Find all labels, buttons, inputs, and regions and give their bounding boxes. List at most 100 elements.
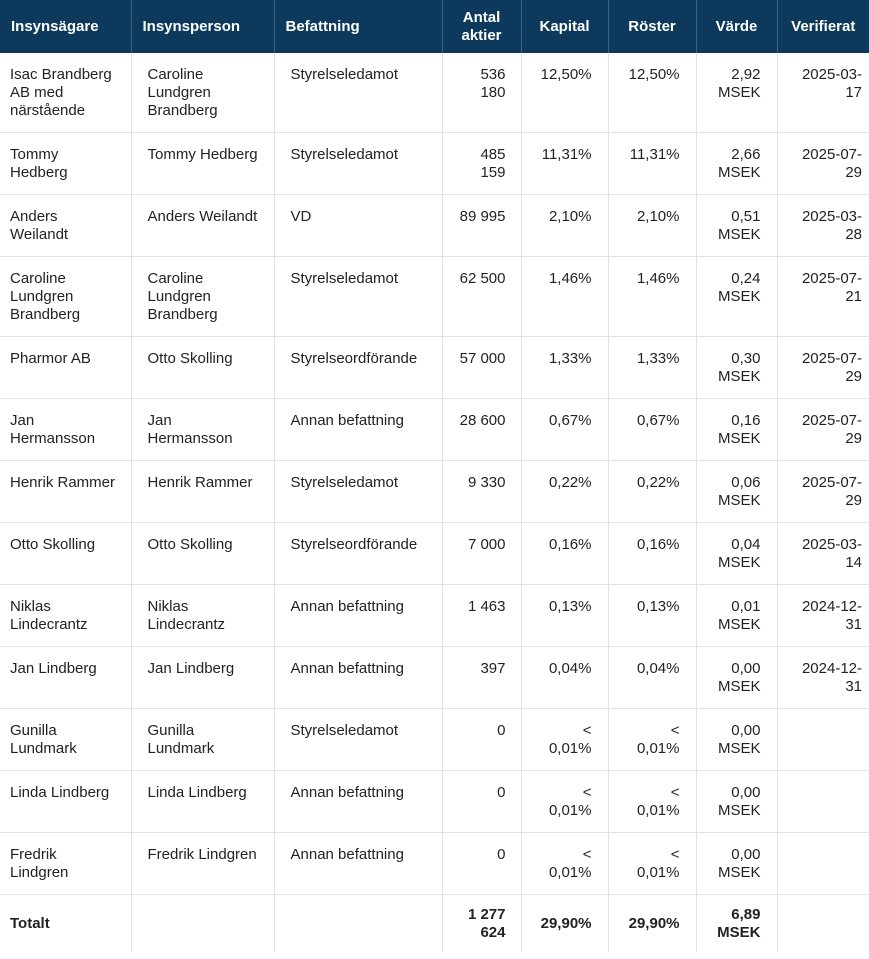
cell-owner: Jan Lindberg [0,646,132,709]
cell-capital: 1,33% [521,336,609,399]
cell-capital: < 0,01% [521,770,609,833]
total-empty-position [274,894,443,952]
table-row: Jan Hermansson Jan Hermansson Annan befatt… [0,398,869,461]
cell-person: Linda Lindberg [131,770,275,833]
cell-owner: Fredrik Lindgren [0,832,132,895]
cell-position: Annan befattning [274,584,443,647]
table-row: Tommy Hedberg Tommy Hedberg Styrelseledamo… [0,132,869,195]
cell-person: Otto Skolling [131,336,275,399]
cell-shares: 9 330 [442,460,522,523]
cell-person: Henrik Rammer [131,460,275,523]
cell-person: Jan Hermansson [131,398,275,461]
cell-verified: 2025-07-29 [777,460,869,523]
cell-capital: 0,04% [521,646,609,709]
cell-value: 0,00 MSEK [696,770,778,833]
cell-shares: 0 [442,708,522,771]
table-row: Caroline Lundgren Brandberg Caroline Lund… [0,256,869,337]
cell-person: Anders Weilandt [131,194,275,257]
header-position[interactable]: Befattning [274,0,443,53]
cell-position: Annan befattning [274,398,443,461]
cell-shares: 0 [442,832,522,895]
header-value[interactable]: Värde [696,0,778,53]
table-row: Pharmor AB Otto Skolling Styrelseordförand… [0,336,869,399]
cell-capital: < 0,01% [521,708,609,771]
total-empty-person [131,894,275,952]
cell-value: 0,00 MSEK [696,832,778,895]
cell-shares: 89 995 [442,194,522,257]
cell-verified: 2024-12-31 [777,584,869,647]
table-row: Henrik Rammer Henrik Rammer Styrelseledamo… [0,460,869,523]
cell-shares: 536 180 [442,53,522,133]
cell-position: Annan befattning [274,832,443,895]
cell-owner: Caroline Lundgren Brandberg [0,256,132,337]
cell-value: 0,16 MSEK [696,398,778,461]
cell-person: Jan Lindberg [131,646,275,709]
cell-verified [777,832,869,895]
cell-value: 2,92 MSEK [696,53,778,133]
cell-shares: 0 [442,770,522,833]
table-row: Isac Brandberg AB med närstående Caroline… [0,53,869,133]
header-capital[interactable]: Kapital [521,0,609,53]
cell-verified: 2025-07-29 [777,132,869,195]
header-votes[interactable]: Röster [608,0,697,53]
cell-owner: Niklas Lindecrantz [0,584,132,647]
table-row: Anders Weilandt Anders Weilandt VD 89 995 2,… [0,194,869,257]
cell-position: Annan befattning [274,646,443,709]
cell-verified [777,770,869,833]
header-person[interactable]: Insynsperson [131,0,275,53]
cell-position: Styrelseledamot [274,132,443,195]
table-row: Gunilla Lundmark Gunilla Lundmark Styrelse… [0,708,869,771]
total-row: Totalt 1 277 624 29,90% 29,90% 6,89 MSEK [0,894,869,953]
cell-shares: 485 159 [442,132,522,195]
cell-value: 0,01 MSEK [696,584,778,647]
cell-verified: 2025-03-28 [777,194,869,257]
cell-person: Caroline Lundgren Brandberg [131,53,275,133]
cell-votes: 0,16% [608,522,697,585]
table-row: Fredrik Lindgren Fredrik Lindgren Annan be… [0,832,869,895]
total-capital: 29,90% [521,894,609,952]
header-owner[interactable]: Insynsägare [0,0,132,53]
cell-capital: 2,10% [521,194,609,257]
cell-owner: Jan Hermansson [0,398,132,461]
cell-verified: 2025-07-29 [777,336,869,399]
cell-capital: 12,50% [521,53,609,133]
total-shares: 1 277 624 [442,894,522,952]
cell-value: 0,04 MSEK [696,522,778,585]
header-verified[interactable]: Verifierat [777,0,869,53]
cell-votes: 0,67% [608,398,697,461]
cell-verified: 2025-07-29 [777,398,869,461]
cell-position: VD [274,194,443,257]
cell-verified: 2025-03-17 [777,53,869,133]
cell-votes: 12,50% [608,53,697,133]
cell-owner: Anders Weilandt [0,194,132,257]
cell-votes: 2,10% [608,194,697,257]
cell-position: Styrelseledamot [274,256,443,337]
cell-verified: 2024-12-31 [777,646,869,709]
cell-person: Tommy Hedberg [131,132,275,195]
cell-votes: 0,22% [608,460,697,523]
cell-shares: 397 [442,646,522,709]
cell-owner: Henrik Rammer [0,460,132,523]
cell-capital: 0,67% [521,398,609,461]
cell-owner: Tommy Hedberg [0,132,132,195]
cell-verified [777,708,869,771]
total-empty-verified [777,895,869,953]
cell-position: Styrelseordförande [274,336,443,399]
cell-votes: 1,33% [608,336,697,399]
cell-position: Styrelseordförande [274,522,443,585]
cell-owner: Isac Brandberg AB med närstående [0,53,132,133]
cell-value: 0,06 MSEK [696,460,778,523]
header-shares[interactable]: Antal aktier [442,0,522,53]
cell-position: Styrelseledamot [274,708,443,771]
cell-verified: 2025-03-14 [777,522,869,585]
cell-capital: 0,13% [521,584,609,647]
table-row: Linda Lindberg Linda Lindberg Annan befatt… [0,770,869,833]
cell-position: Annan befattning [274,770,443,833]
cell-value: 0,00 MSEK [696,708,778,771]
cell-owner: Linda Lindberg [0,770,132,833]
cell-capital: 1,46% [521,256,609,337]
cell-shares: 62 500 [442,256,522,337]
cell-position: Styrelseledamot [274,460,443,523]
cell-value: 0,24 MSEK [696,256,778,337]
table-row: Otto Skolling Otto Skolling Styrelseordför… [0,522,869,585]
